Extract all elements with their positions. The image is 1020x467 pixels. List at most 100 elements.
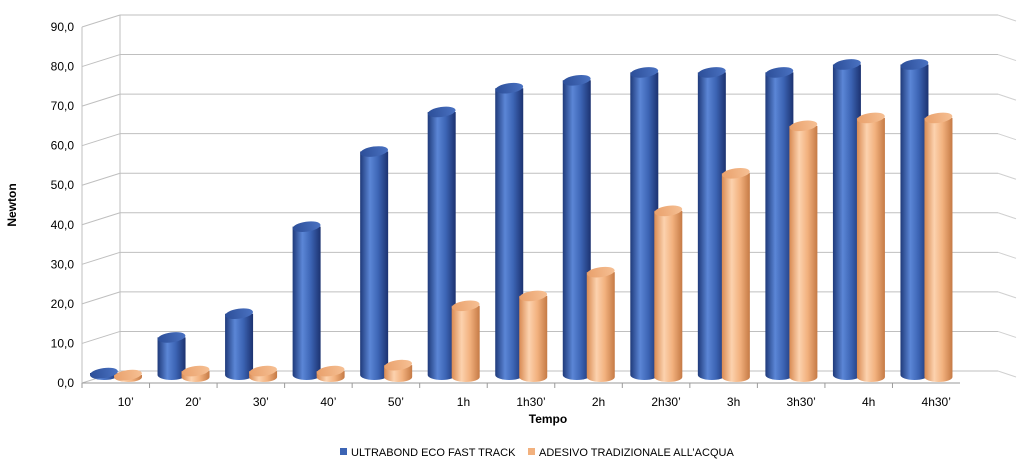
x-tick-label: 1h: [457, 395, 470, 409]
bar-ultrabond: [427, 106, 456, 380]
grid-diagonal: [81, 212, 121, 226]
x-tick-label: 10’: [118, 395, 134, 409]
bar-top: [225, 308, 253, 320]
bar-top: [586, 266, 615, 278]
bar-top: [833, 59, 861, 70]
bar-adesivo: [586, 266, 615, 382]
y-tick-label: 40,0: [51, 218, 75, 232]
x-tick-label: 3h30’: [786, 395, 815, 409]
bar-body: [856, 117, 885, 383]
bar-top: [316, 365, 345, 377]
y-tick-label: 30,0: [51, 257, 75, 271]
bar-ultrabond: [495, 82, 524, 380]
bar-body: [292, 226, 321, 380]
bar-body: [924, 117, 953, 383]
bar-adesivo: [856, 112, 885, 383]
bar-body: [157, 337, 186, 380]
legend: ULTRABOND ECO FAST TRACK ADESIVO TRADIZI…: [340, 447, 734, 459]
bar-body: [721, 173, 750, 382]
bar-body: [789, 125, 818, 383]
grid-diagonal: [81, 93, 121, 107]
x-tick-label: 20’: [185, 395, 201, 409]
y-tick-label: 10,0: [51, 336, 75, 350]
x-axis-ticks: 10’ 20’ 30’ 40’ 50’ 1h 1h30’ 2h 2h30’ 3h 3h30’ 4h 4h…: [81, 383, 951, 409]
bar-top: [292, 221, 321, 232]
grid-diagonal: [81, 251, 121, 265]
legend-label-adesivo: ADESIVO TRADIZIONALE ALL’ACQUA: [539, 447, 734, 459]
bar-body: [832, 64, 861, 380]
bar-ultrabond: [90, 367, 118, 380]
bar-top: [427, 106, 456, 118]
bar-body: [427, 111, 456, 380]
bar-top: [857, 112, 885, 124]
grid-diagonal: [81, 133, 121, 147]
y-tick-label: 60,0: [51, 139, 75, 153]
bar-ultrabond: [292, 221, 321, 380]
grid-diagonal: [81, 330, 121, 344]
bar-top: [384, 359, 413, 371]
bar-top: [495, 82, 524, 94]
bar-body: [697, 72, 726, 381]
bar-body: [765, 72, 794, 381]
grid-tail: [997, 93, 1017, 101]
grid-tail: [997, 54, 1017, 62]
grid-tail: [997, 172, 1017, 180]
bar-body: [654, 210, 683, 382]
bar-ultrabond: [832, 59, 861, 380]
y-tick-label: 90,0: [51, 20, 75, 34]
bar-body: [900, 64, 929, 380]
x-tick-label: 4h: [862, 395, 875, 409]
bar-top: [90, 367, 118, 379]
bar-top: [562, 74, 591, 86]
bar-top: [249, 365, 277, 377]
bar-ultrabond: [697, 67, 726, 381]
bar-ultrabond: [630, 67, 659, 381]
x-tick-label: 4h30’: [922, 395, 951, 409]
x-tick-label: 2h30’: [651, 395, 680, 409]
y-tick-label: 0,0: [57, 376, 74, 390]
x-tick-label: 40’: [320, 395, 336, 409]
bar-body: [360, 151, 389, 380]
grid-diagonal: [81, 54, 121, 68]
legend-label-ultrabond: ULTRABOND ECO FAST TRACK: [351, 447, 516, 459]
bar-top: [924, 112, 953, 124]
x-tick-label: 50’: [388, 395, 404, 409]
grid-tail: [997, 212, 1017, 220]
legend-swatch-adesivo: [528, 448, 535, 455]
grid-tail: [997, 370, 1017, 378]
bar-ultrabond: [900, 59, 929, 380]
bar-adesivo: [114, 369, 142, 382]
bar-body: [495, 88, 524, 380]
bar-ultrabond: [225, 308, 254, 380]
y-axis-ticks: 0,0 10,0 20,0 30,0 40,0 50,0 60,0 70,0 80,0 90,0: [51, 20, 75, 390]
bar-ultrabond: [765, 67, 794, 381]
bars: [90, 59, 953, 383]
x-axis-title: Tempo: [529, 412, 567, 426]
grid-tail: [997, 14, 1017, 22]
y-axis-title: Newton: [5, 183, 19, 226]
bar-top: [630, 67, 659, 78]
bar-adesivo: [249, 365, 278, 382]
grid-tail: [997, 291, 1017, 299]
grid-diagonal: [81, 14, 121, 28]
y-tick-label: 80,0: [51, 60, 75, 74]
bar-top: [451, 300, 480, 312]
bar-top: [697, 67, 726, 78]
bar-top: [519, 290, 548, 302]
bar-body: [586, 272, 615, 382]
y-tick-label: 70,0: [51, 99, 75, 113]
bar-ultrabond: [157, 332, 186, 380]
bar-adesivo: [654, 205, 683, 382]
bar-top: [789, 120, 818, 132]
y-tick-label: 50,0: [51, 178, 75, 192]
grid-diagonal: [81, 291, 121, 305]
bar-ultrabond: [360, 146, 389, 380]
bar-adesivo: [924, 112, 953, 383]
bar-adesivo: [316, 365, 345, 382]
x-tick-label: 30’: [253, 395, 269, 409]
grid-tail: [997, 330, 1017, 338]
bar-top: [721, 167, 750, 179]
legend-swatch-ultrabond: [340, 448, 347, 455]
